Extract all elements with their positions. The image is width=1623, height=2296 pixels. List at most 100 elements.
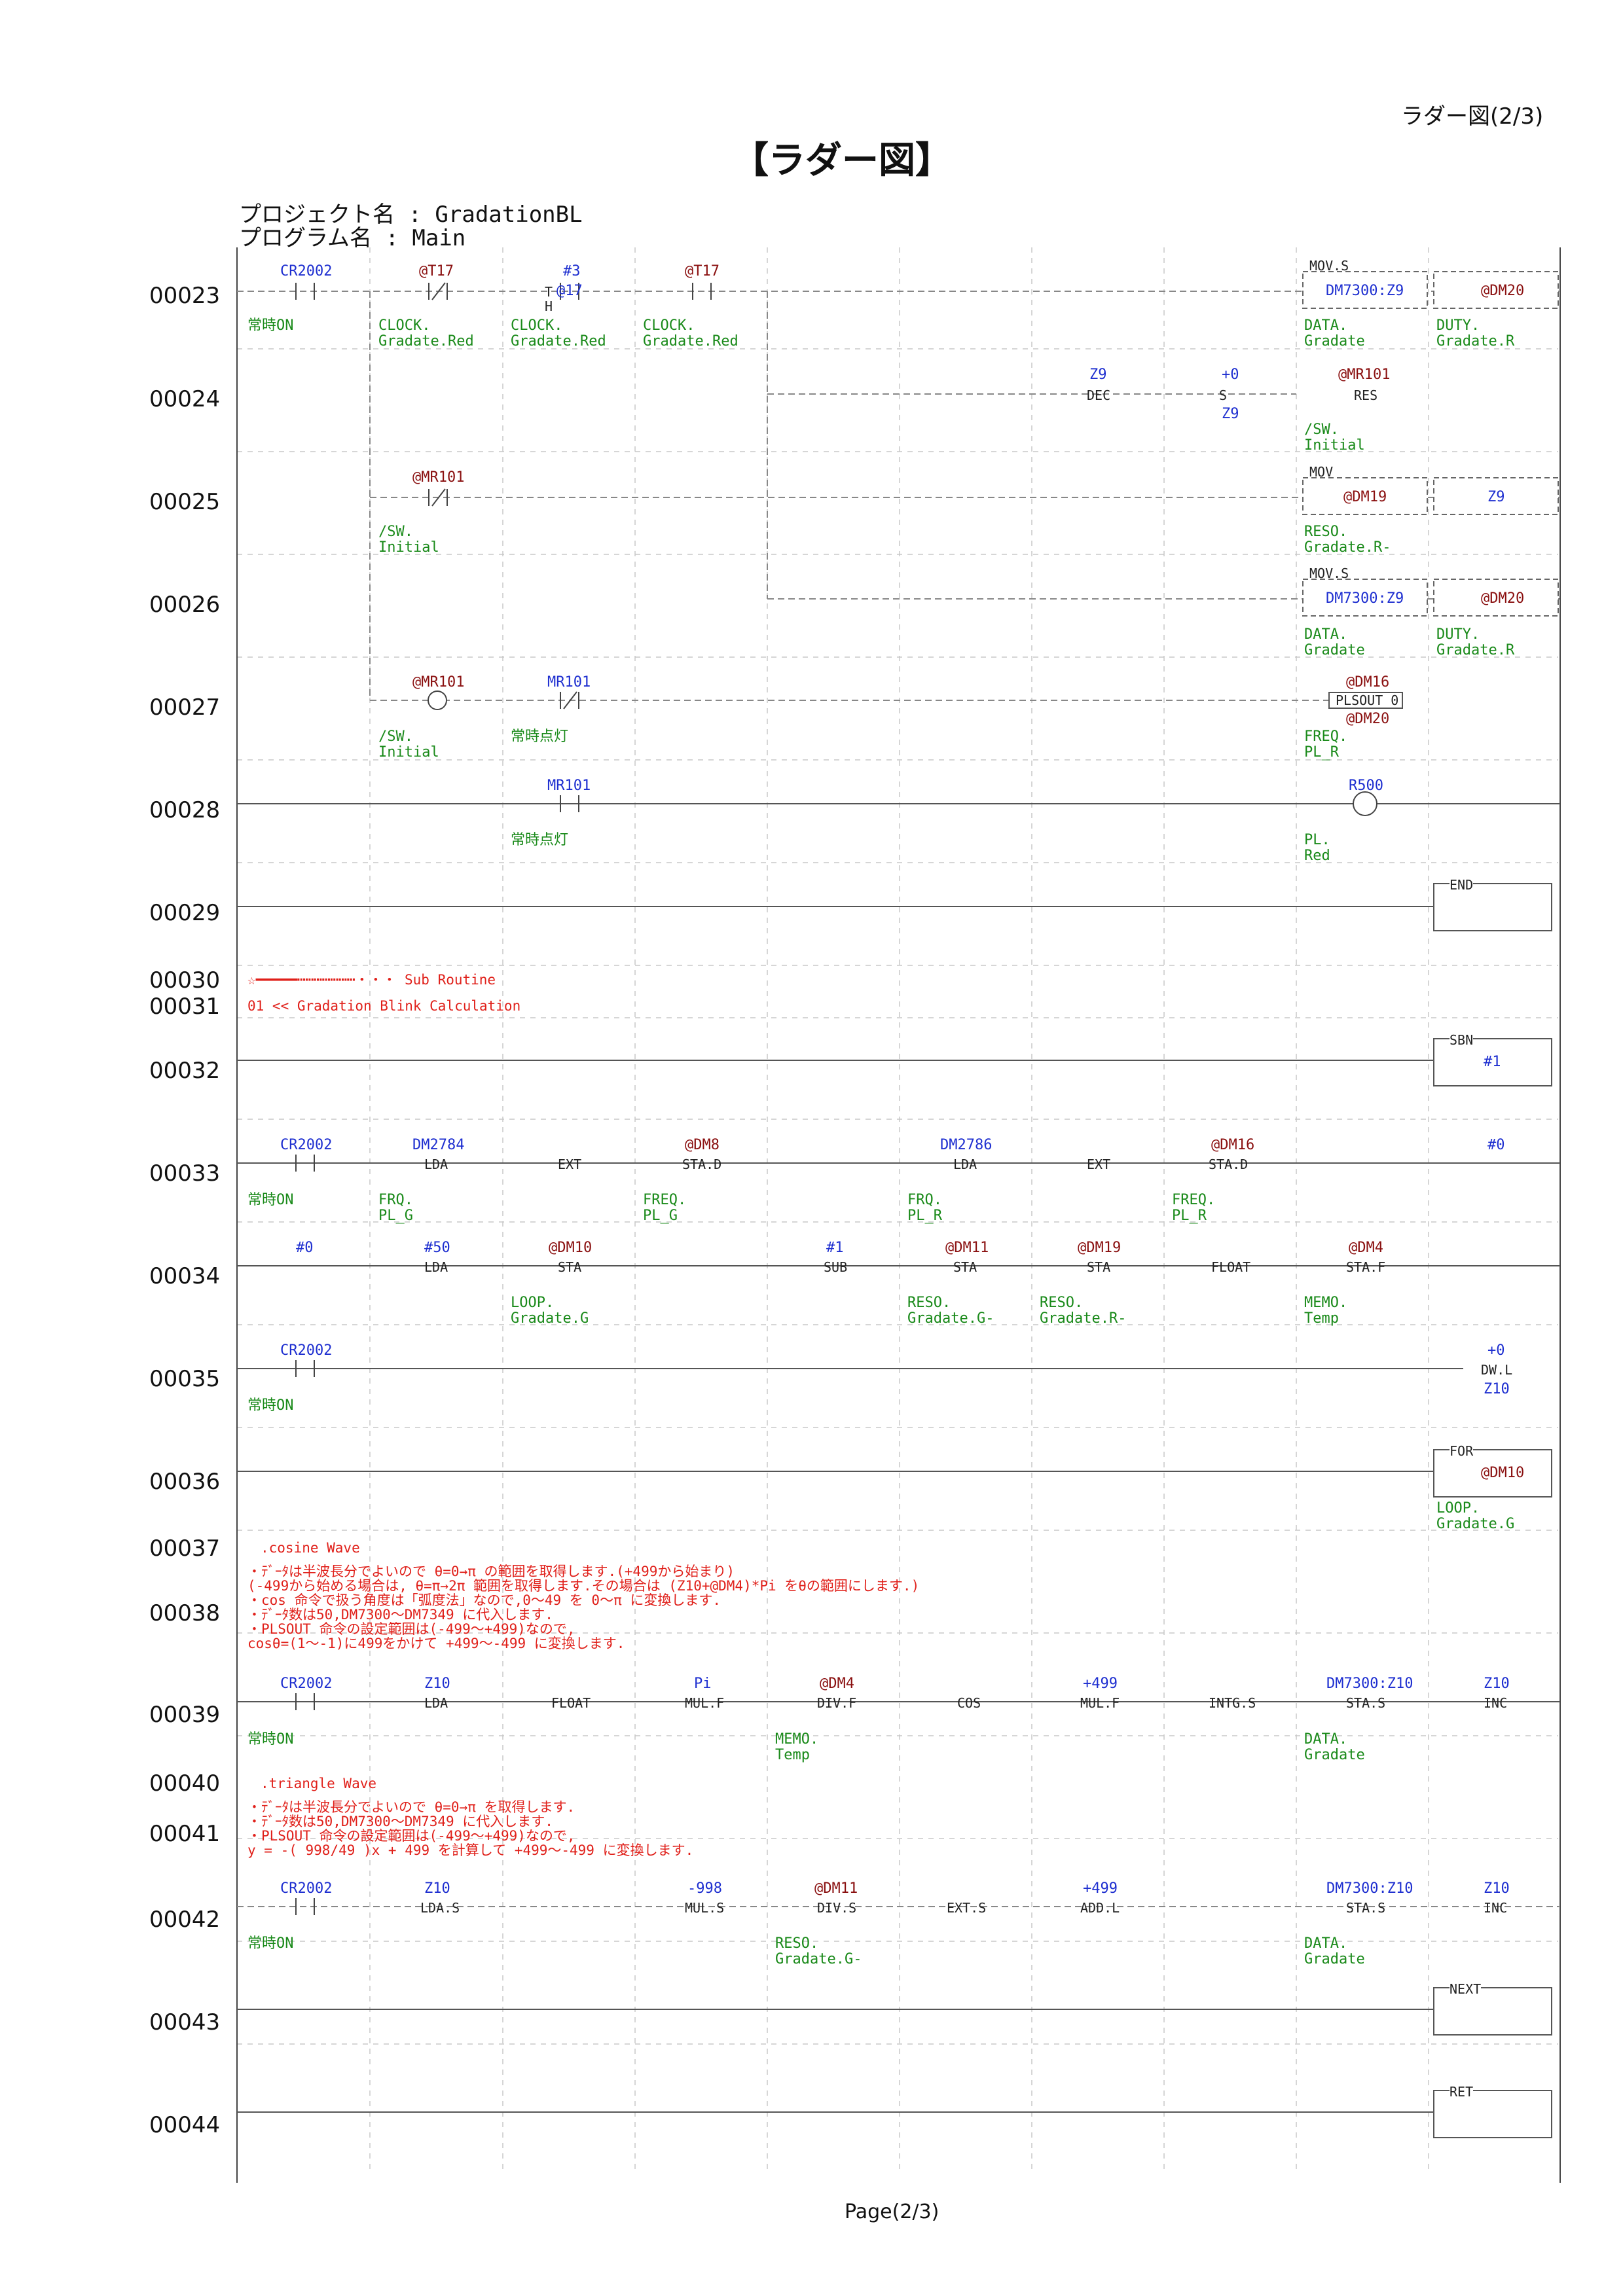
link-label: #0 [1487,1137,1505,1153]
res-instruction: RES [1354,387,1378,403]
operand-comment: DUTY. [1436,626,1480,643]
sbn-instruction: SBN [1450,1032,1474,1048]
operand-comment: PL_R [1172,1208,1207,1224]
operand-comment: RESO. [775,1935,819,1952]
div-operand: @DM4 [820,1676,854,1692]
coil-device: @MR101 [412,674,465,691]
contact-comment: 常時ON [247,1192,294,1208]
set-top: +0 [1222,367,1239,383]
operand-comment: FREQ. [1172,1192,1216,1208]
float-instruction: FLOAT [1211,1259,1251,1275]
contact-comment: Gradate.Red [378,333,474,350]
comment-line: ・ﾃﾞｰﾀは半波長分でよいので θ=0→π の範囲を取得します.(+499から始… [247,1564,735,1579]
inc-operand: Z10 [1484,1880,1510,1897]
cos-instruction: COS [957,1695,981,1711]
timer-device: @17 [556,283,583,299]
section-note: .cosine Wave [261,1540,360,1556]
comment-line: cosθ=(1～-1)に499をかけて +499～-499 に変換します. [247,1636,625,1651]
operand-comment: RESO. [1304,524,1348,540]
timer-h-label: H [545,298,553,314]
operand-comment: MEMO. [1304,1295,1348,1311]
mul-instruction: MUL.F [1080,1695,1120,1711]
link-label: #0 [296,1240,314,1256]
plsout-instruction: PLSOUT 0 [1336,692,1399,708]
sbn-number: #1 [1484,1054,1501,1070]
operand-comment: Gradate.G [1436,1516,1515,1532]
dwl-top: +0 [1487,1342,1505,1359]
rung-number: 00040 [149,1770,221,1797]
rung-number: 00041 [149,1821,221,1847]
rung-number: 00028 [149,797,221,823]
project-name: プロジェクト名 : GradationBL [239,202,583,228]
rung-number: 00023 [149,283,221,309]
contact-comment: /SW. [378,524,413,540]
operand-source: @DM19 [1343,489,1387,505]
operand-comment: LOOP. [511,1295,555,1311]
operand-source: DM7300:Z9 [1326,590,1404,607]
end-instruction: END [1450,877,1474,893]
sta-instruction: STA.F [1346,1259,1386,1275]
inc-operand: Z10 [1484,1676,1510,1692]
ret-instruction: RET [1450,2084,1474,2100]
float-instruction: FLOAT [551,1695,591,1711]
timer-t-label: T [545,284,553,300]
operand-comment: RESO. [1040,1295,1084,1311]
operand-comment: FRQ. [378,1192,413,1208]
contact-comment: 常時ON [247,1397,294,1414]
program-name: プログラム名 : Main [239,225,466,251]
rung-number: 00031 [149,994,221,1020]
operand-destination: @DM20 [1481,283,1525,299]
solid-rungs [237,803,1560,2113]
contact-device: CR2002 [280,1137,333,1153]
rung-number: 00029 [149,900,221,926]
operand-comment: Temp [1304,1310,1339,1327]
operand-comment: PL_R [907,1208,942,1224]
operand-comment: Gradate.R- [1040,1310,1127,1327]
operand-comment: Gradate [1304,333,1365,350]
rung-number: 00039 [149,1702,221,1728]
sta-instruction: STA.S [1346,1900,1386,1916]
intg-instruction: INTG.S [1209,1695,1256,1711]
operand-comment: PL_G [643,1208,678,1224]
inc-instruction: INC [1484,1695,1508,1711]
rung-number: 00044 [149,2112,221,2138]
rung-number: 00025 [149,489,221,515]
sta-operand: @DM4 [1349,1240,1383,1256]
coil-comment: Red [1304,848,1330,864]
lda-operand: Z10 [424,1880,450,1897]
contact-device: CR2002 [280,263,333,279]
contact-comment: CLOCK. [643,317,695,334]
mul-operand: -998 [687,1880,722,1897]
sub-routine-title: 01 << Gradation Blink Calculation [247,998,521,1014]
contact-comment: Gradate.Red [643,333,739,350]
sta-instruction: STA.S [1346,1695,1386,1711]
instruction-name: MOV.S [1309,565,1349,581]
sta-instruction: STA.D [682,1157,722,1172]
operand-comment: RESO. [907,1295,951,1311]
lda-instruction: LDA [953,1157,977,1172]
div-instruction: DIV.S [817,1900,857,1916]
rung-number: 00026 [149,592,221,618]
dashed-rungs [237,291,1560,1907]
sub-instruction: SUB [824,1259,848,1275]
res-operand: @MR101 [1338,367,1391,383]
sta-operand: @DM11 [945,1240,989,1256]
contact-device: @MR101 [412,469,465,486]
lda-instruction: LDA [424,1695,448,1711]
section-note: .triangle Wave [261,1776,377,1791]
contact-device: MR101 [547,674,591,691]
rung-number: 00036 [149,1469,221,1495]
operand-destination: Z9 [1487,489,1505,505]
operand-comment: DUTY. [1436,317,1480,334]
contact-comment: 常時ON [247,1935,294,1952]
operand-source: DM7300:Z9 [1326,283,1404,299]
timer-preset: #3 [563,263,581,279]
lda-instruction: LDA.S [420,1900,460,1916]
rung-number: 00030 [149,967,221,994]
operand-comment: Initial [1304,437,1365,454]
rung-number: 00024 [149,386,221,412]
contact-comment: CLOCK. [511,317,563,334]
comment-line: ・ﾃﾞｰﾀは半波長分でよいので θ=0→π を取得します. [247,1799,575,1815]
comment-line: ・ﾃﾞｰﾀ数は50,DM7300～DM7349 に代入します. [247,1607,553,1623]
